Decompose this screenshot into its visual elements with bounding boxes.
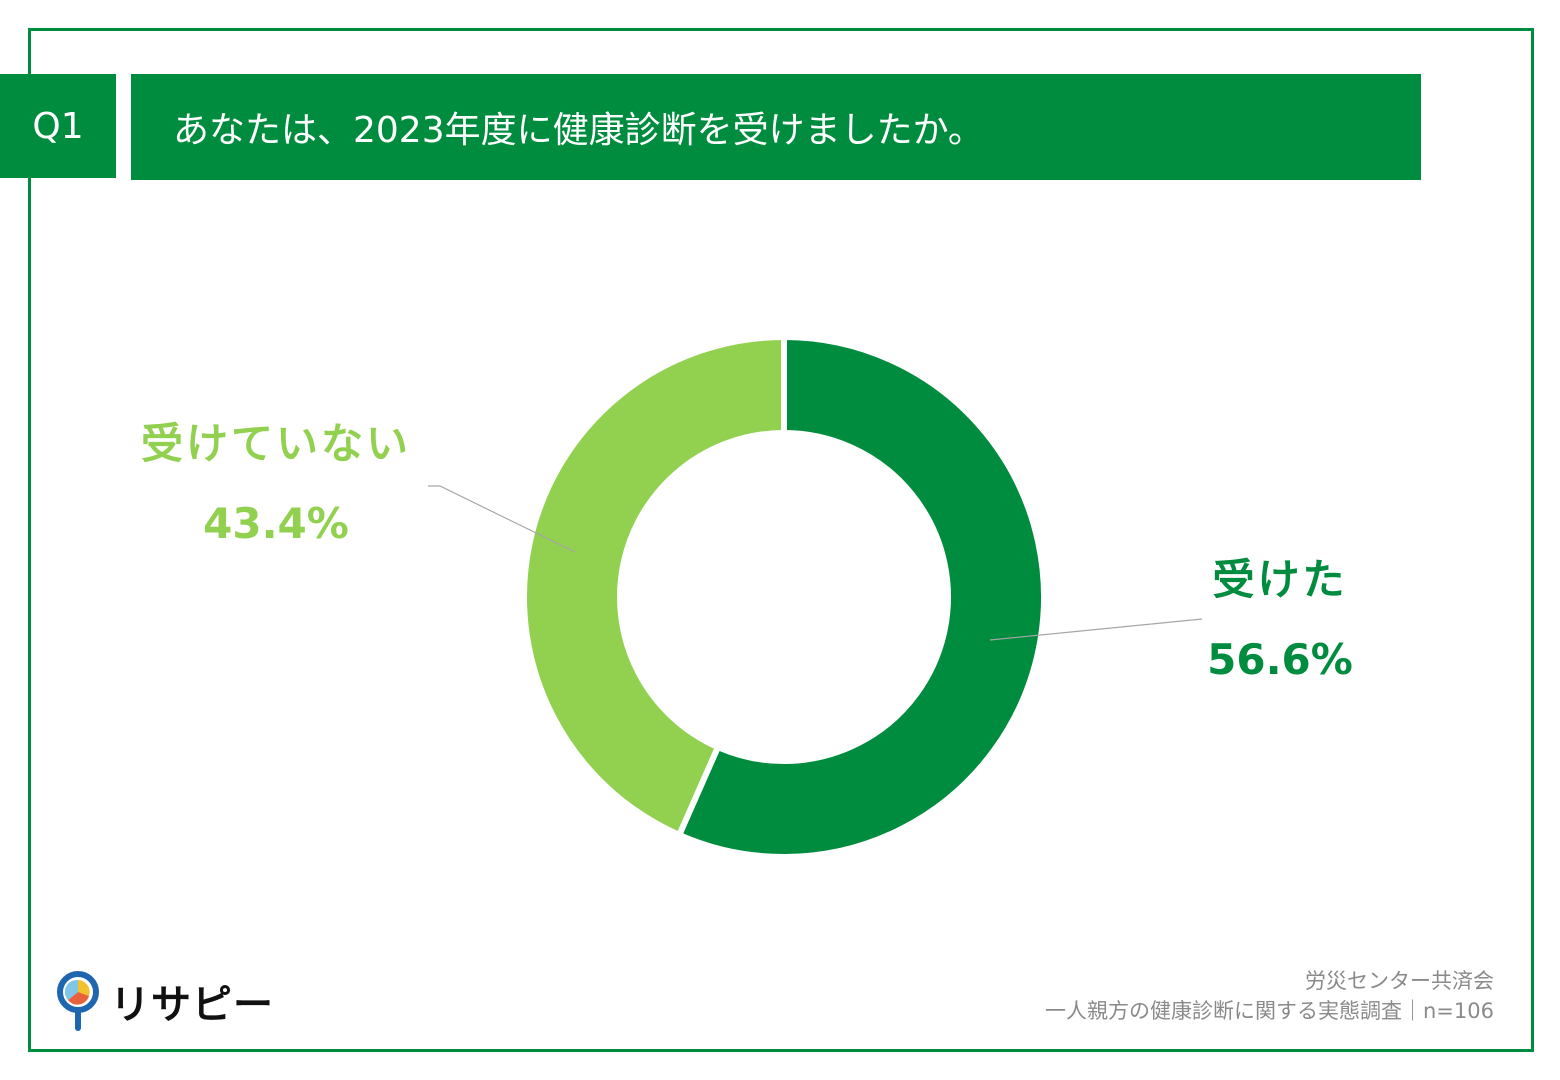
source-organization: 労災センター共済会 bbox=[1305, 969, 1494, 993]
survey-info: 一人親方の健康診断に関する実態調査｜n=106 bbox=[1045, 999, 1494, 1023]
data-label-name-0: 受けた bbox=[1212, 555, 1347, 604]
logo-text: リサピー bbox=[110, 982, 274, 1028]
leader-line-0 bbox=[989, 618, 1203, 641]
logo: リサピー bbox=[56, 970, 274, 1032]
pin-pie-icon bbox=[57, 971, 99, 1031]
donut-slice-1 bbox=[521, 333, 787, 839]
source-note: 労災センター共済会 一人親方の健康診断に関する実態調査｜n=106 bbox=[1045, 966, 1494, 1026]
data-label-name-1: 受けていない bbox=[141, 419, 411, 468]
data-label-value-0: 56.6% bbox=[1207, 635, 1353, 684]
chart-frame bbox=[28, 28, 1534, 1052]
question-title: あなたは、2023年度に健康診断を受けましたか。 bbox=[131, 74, 1421, 180]
data-label-value-1: 43.4% bbox=[203, 499, 349, 548]
question-number: Q1 bbox=[0, 74, 116, 178]
donut-slice-0 bbox=[675, 333, 1047, 860]
leader-line-1 bbox=[428, 485, 576, 553]
